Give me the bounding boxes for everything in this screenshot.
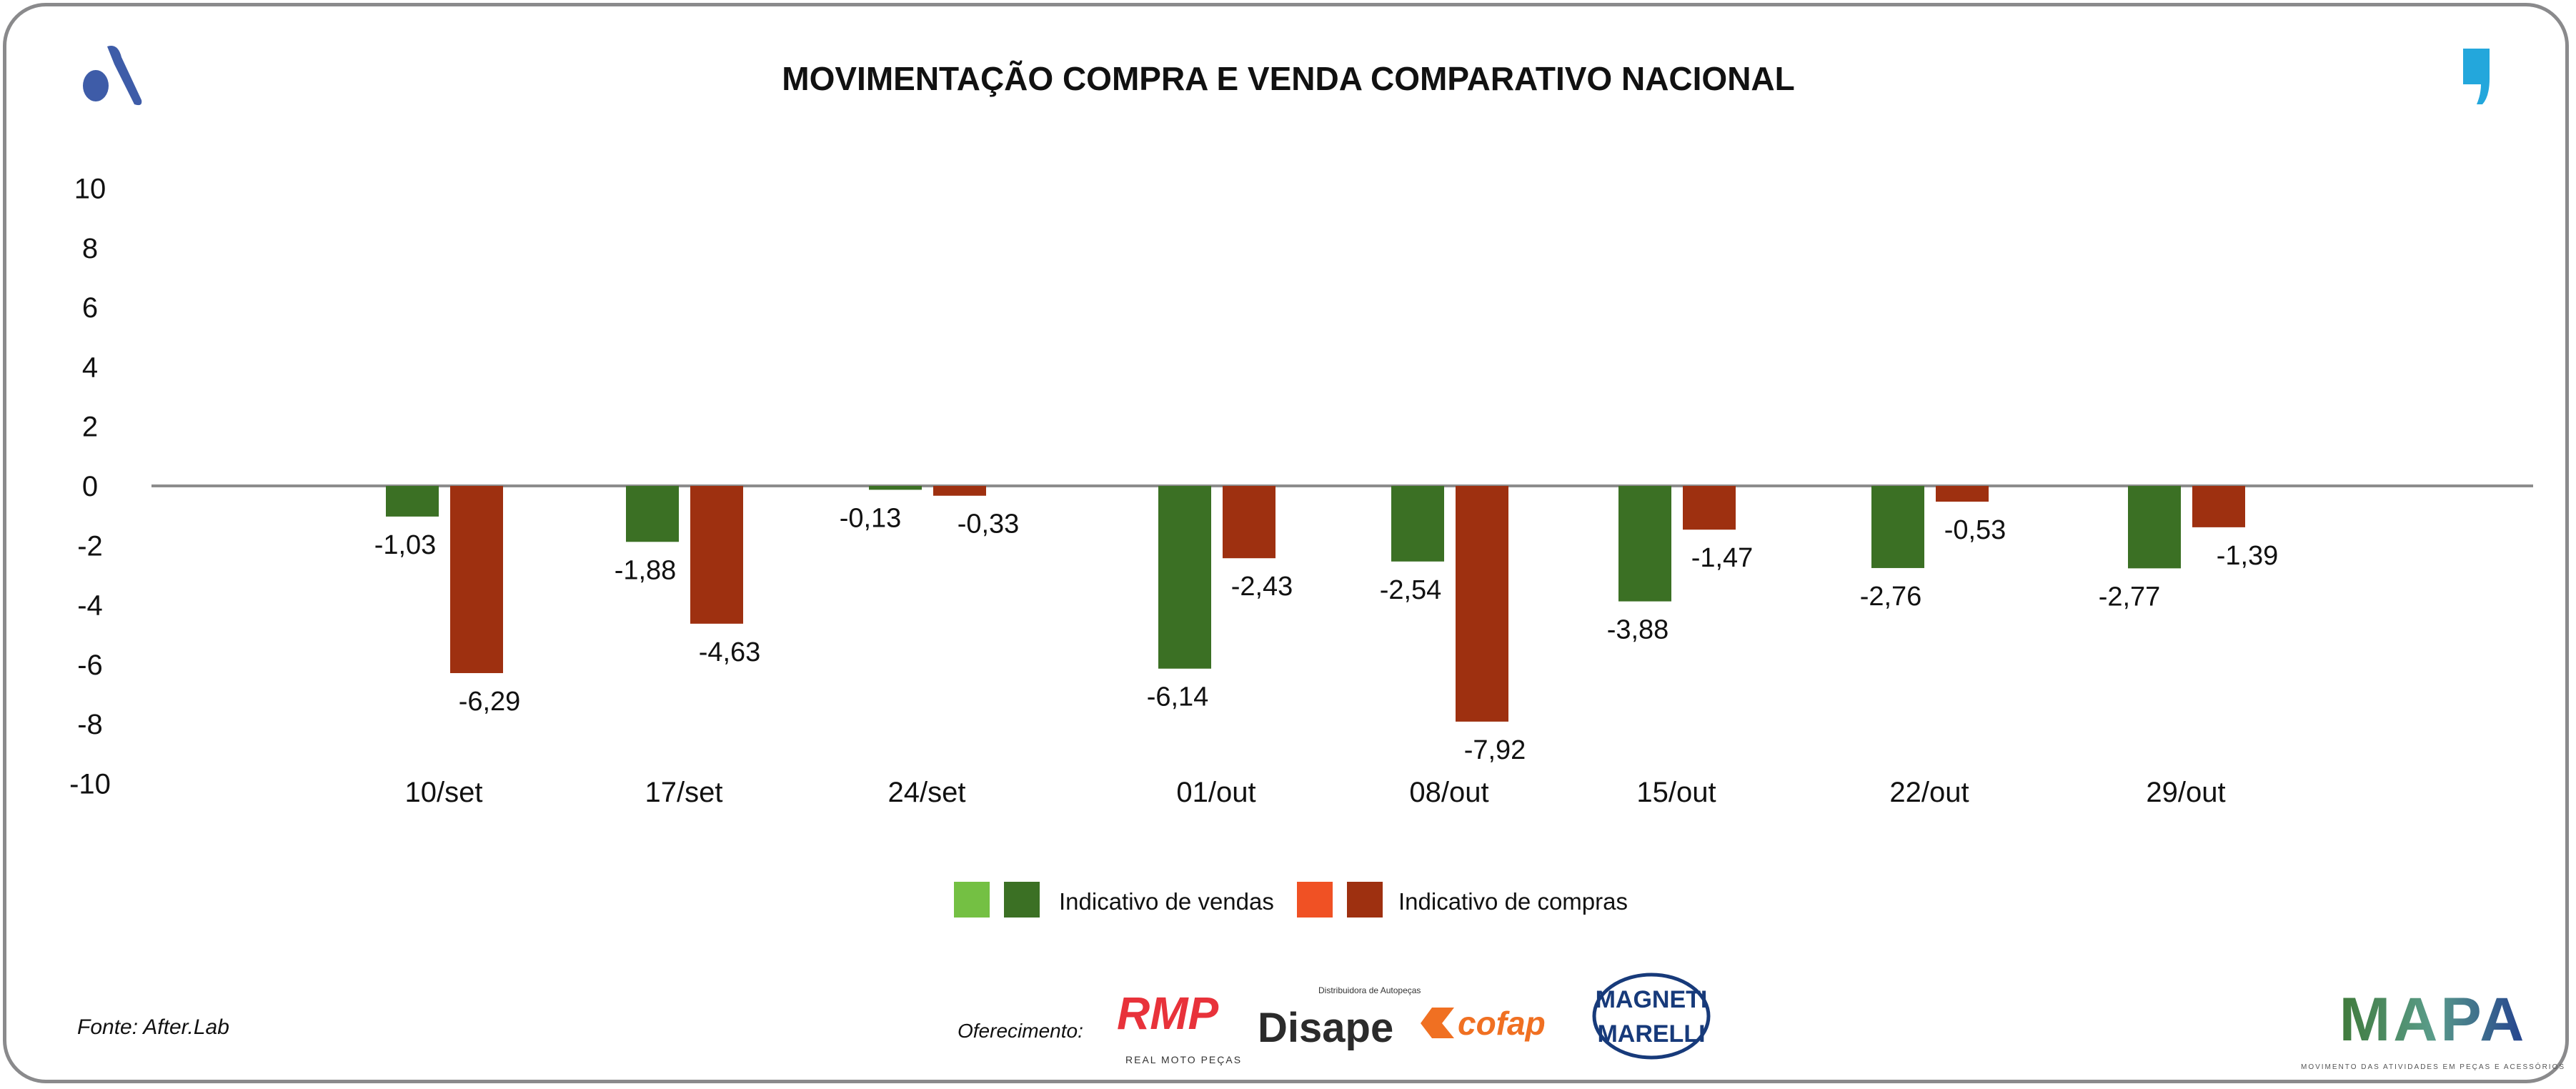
data-label: -2,76: [1860, 582, 1922, 612]
bar-compras: [1683, 486, 1736, 530]
svg-text:MARELLI: MARELLI: [1597, 1020, 1705, 1048]
data-label: -7,92: [1464, 735, 1526, 765]
bar-vendas: [386, 486, 439, 517]
data-label: -6,14: [1147, 682, 1209, 712]
data-label: -4,63: [699, 637, 761, 667]
svg-text:cofap: cofap: [1458, 1005, 1546, 1042]
svg-text:Distribuidora de Autopeças: Distribuidora de Autopeças: [1318, 985, 1421, 995]
svg-text:Disape: Disape: [1258, 1005, 1393, 1051]
legend-label-vendas: Indicativo de vendas: [1059, 888, 1274, 915]
x-tick-label: 01/out: [1176, 777, 1255, 808]
brand-a-logo-icon: [83, 46, 142, 106]
data-label: -2,43: [1231, 572, 1293, 602]
x-tick-label: 10/set: [405, 777, 483, 808]
y-tick-label: -2: [77, 530, 103, 562]
bar-compras: [2192, 486, 2245, 527]
y-tick-label: 8: [82, 233, 98, 264]
bar-vendas: [2128, 486, 2181, 569]
x-tick-label: 17/set: [645, 777, 723, 808]
bar-vendas: [1391, 486, 1444, 562]
bar-vendas: [626, 486, 679, 542]
data-label: -1,88: [615, 555, 677, 585]
bar-compras: [933, 486, 986, 496]
bar-compras: [1936, 486, 1989, 502]
data-label: -0,53: [1944, 515, 2006, 545]
sponsor-logo-rmp: RMP REAL MOTO PEÇAS: [1117, 988, 1242, 1065]
data-label: -1,47: [1691, 543, 1754, 573]
data-label: -1,03: [374, 530, 437, 560]
legend-swatch-vendas-light: [954, 882, 990, 918]
bar-vendas: [1871, 486, 1924, 568]
data-label: -3,88: [1607, 615, 1669, 645]
bar-compras: [1456, 486, 1508, 722]
svg-text:MOVIMENTO DAS ATIVIDADES EM PE: MOVIMENTO DAS ATIVIDADES EM PEÇAS E ACES…: [2301, 1062, 2565, 1071]
legend-swatch-vendas-dark: [1004, 882, 1040, 918]
data-label: -0,13: [840, 503, 902, 533]
bar-vendas: [869, 486, 922, 490]
y-tick-label: 4: [82, 352, 98, 383]
bar-vendas: [1158, 486, 1211, 669]
chart-title: MOVIMENTAÇÃO COMPRA E VENDA COMPARATIVO …: [782, 60, 1794, 97]
sponsor-logo-magneti-marelli: MAGNETI MARELLI: [1592, 973, 1711, 1060]
data-label: -1,39: [2217, 541, 2279, 571]
sponsor-logo-disape: Disape Distribuidora de Autopeças: [1258, 985, 1421, 1051]
svg-text:MAGNETI: MAGNETI: [1596, 986, 1708, 1013]
x-tick-label: 15/out: [1636, 777, 1716, 808]
x-tick-label: 24/set: [888, 777, 966, 808]
y-tick-label: 0: [82, 471, 98, 502]
legend-label-compras: Indicativo de compras: [1398, 888, 1628, 915]
y-tick-label: -4: [77, 590, 103, 622]
data-label: -6,29: [459, 687, 521, 717]
svg-text:REAL MOTO PEÇAS: REAL MOTO PEÇAS: [1125, 1054, 1242, 1065]
y-tick-label: 2: [82, 412, 98, 443]
bar-compras: [1223, 486, 1275, 559]
bar-compras: [450, 486, 503, 673]
y-tick-label: 6: [82, 292, 98, 324]
quote-logo-icon: [2463, 49, 2490, 104]
y-tick-label: -6: [77, 650, 103, 681]
sponsor-logo-cofap: cofap: [1421, 1005, 1546, 1042]
card-frame: [3, 3, 2569, 1083]
y-tick-label: -10: [69, 769, 111, 800]
data-label: -0,33: [958, 509, 1020, 539]
legend: Indicativo de vendas Indicativo de compr…: [954, 882, 1628, 918]
mapa-brand-logo: MAPA MOVIMENTO DAS ATIVIDADES EM PEÇAS E…: [2301, 985, 2565, 1071]
legend-swatch-compras-dark: [1347, 882, 1383, 918]
x-tick-label: 29/out: [2146, 777, 2225, 808]
x-tick-label: 08/out: [1409, 777, 1488, 808]
bar-vendas: [1618, 486, 1671, 602]
legend-swatch-compras-light: [1297, 882, 1333, 918]
x-tick-label: 22/out: [1889, 777, 1969, 808]
svg-text:MAPA: MAPA: [2339, 985, 2527, 1054]
data-label: -2,77: [2099, 582, 2161, 612]
y-tick-label: -8: [77, 709, 103, 740]
sponsor-label: Oferecimento:: [958, 1020, 1083, 1042]
svg-text:RMP: RMP: [1117, 988, 1219, 1039]
y-tick-label: 10: [74, 174, 106, 205]
bar-compras: [690, 486, 743, 624]
data-label: -2,54: [1380, 575, 1442, 605]
source-note: Fonte: After.Lab: [77, 1015, 229, 1039]
